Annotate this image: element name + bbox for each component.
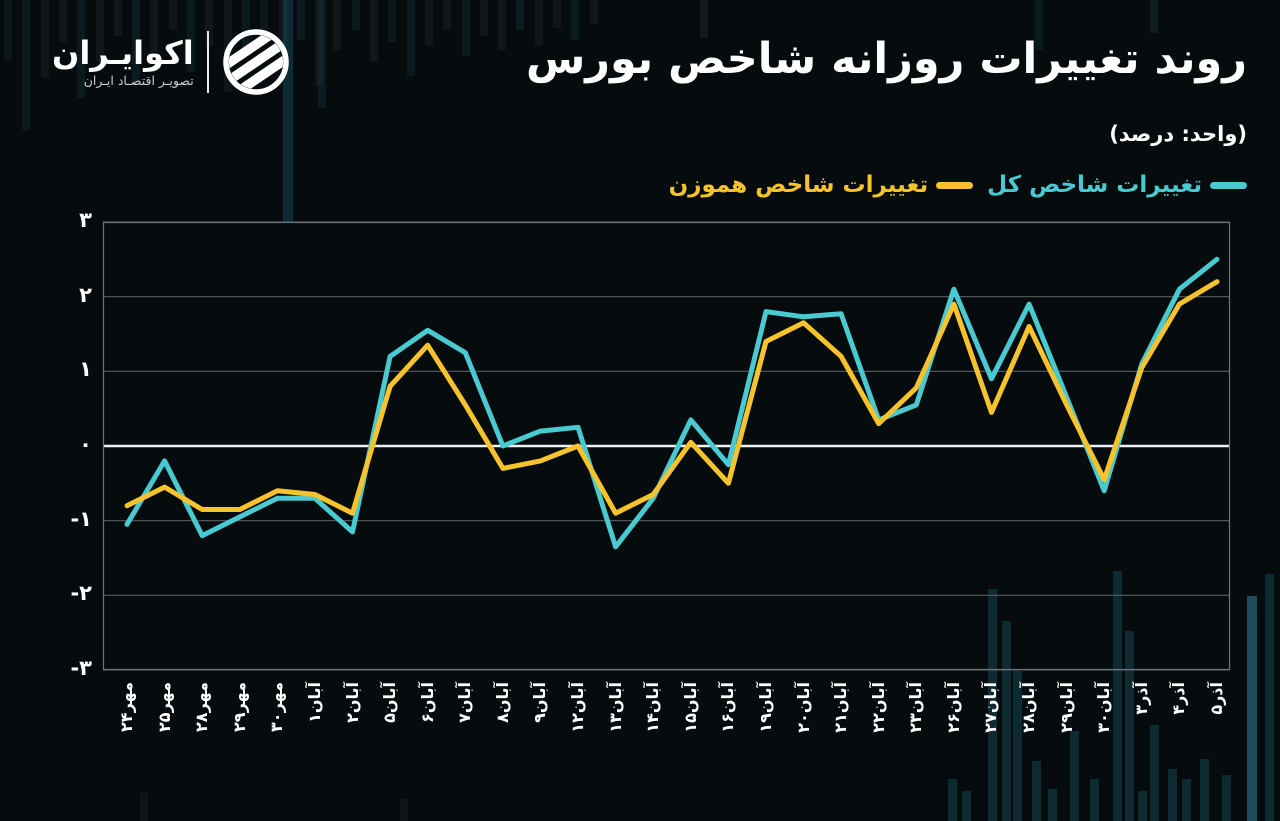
x-tick-label: آذر۵	[1207, 682, 1226, 715]
y-tick-label: ۰	[79, 432, 92, 456]
x-tick-label: آبان۱۲	[568, 682, 588, 733]
x-tick-label: مهر۳۰	[267, 682, 287, 732]
x-tick-label: مهر۲۵	[154, 682, 174, 732]
x-tick-label: آبان۱۴	[643, 682, 663, 733]
legend-label: تغییرات شاخص کل	[987, 172, 1202, 198]
brand-tagline: تصویـر اقتصـاد ایـران	[83, 73, 194, 89]
x-tick-label: آبان۲۶	[943, 682, 963, 733]
series-line-equal-weight	[124, 279, 1220, 516]
x-tick-label: مهر۲۴	[117, 682, 136, 732]
x-tick-label: آذر۴	[1169, 682, 1189, 715]
x-tick-label: مهر۲۹	[229, 682, 249, 732]
x-tick-label: آبان۸	[492, 682, 512, 723]
plot-border	[102, 221, 1231, 671]
x-tick-label: آبان۹	[530, 682, 550, 723]
legend-item-equal-weight: تغییرات شاخص هموزن	[669, 172, 974, 198]
brand-name: اکوایـران	[52, 33, 194, 72]
legend-item-total-index: تغییرات شاخص کل	[987, 172, 1247, 198]
x-tick-label: آبان۱۳	[605, 682, 625, 733]
series-line-total-index	[124, 256, 1220, 550]
legend-dash-icon	[1210, 181, 1247, 189]
logo-divider	[206, 31, 209, 93]
y-tick-label: -۲	[70, 581, 92, 606]
page-title: روند تغییرات روزانه شاخص بورس	[525, 34, 1247, 84]
y-tick-label: ۳	[79, 208, 92, 232]
chart-legend: تغییرات شاخص کل تغییرات شاخص هموزن	[655, 172, 1247, 198]
x-tick-label: آبان۲۲	[868, 682, 888, 733]
x-tick-label: آبان۵	[380, 682, 400, 723]
brand-logo: اکوایـران تصویـر اقتصـاد ایـران	[52, 26, 292, 98]
legend-label: تغییرات شاخص هموزن	[668, 172, 929, 198]
y-tick-label: -۱	[70, 506, 92, 531]
x-tick-label: آبان۲۰	[793, 682, 813, 733]
x-tick-label: آبان۳۰	[1094, 682, 1114, 733]
x-tick-label: آبان۲۳	[906, 682, 926, 733]
ecoiran-logo-icon	[223, 29, 289, 95]
x-tick-label: آبان۱	[304, 682, 324, 723]
x-tick-label: آذر۳	[1131, 682, 1151, 715]
y-tick-label: -۳	[70, 656, 92, 680]
x-tick-label: آبان۱۶	[718, 682, 738, 733]
x-tick-label: آبان۶	[417, 682, 437, 723]
x-tick-label: آبان۷	[455, 682, 475, 723]
y-tick-label: ۱	[79, 357, 92, 382]
x-tick-label: آبان۱۵	[680, 682, 700, 733]
x-tick-label: آبان۲۱	[831, 682, 851, 733]
x-tick-label: مهر۲۸	[192, 682, 212, 732]
unit-note: (واحد: درصد)	[1109, 122, 1247, 146]
x-tick-label: آبان۲۸	[1019, 682, 1039, 733]
x-tick-label: آبان۱۹	[755, 682, 775, 733]
x-tick-label: آبان۲	[342, 682, 362, 723]
x-tick-label: آبان۲۹	[1056, 682, 1076, 733]
x-tick-label: آبان۲۷	[981, 682, 1001, 733]
y-tick-label: ۲	[79, 282, 92, 307]
legend-dash-icon	[936, 181, 974, 189]
